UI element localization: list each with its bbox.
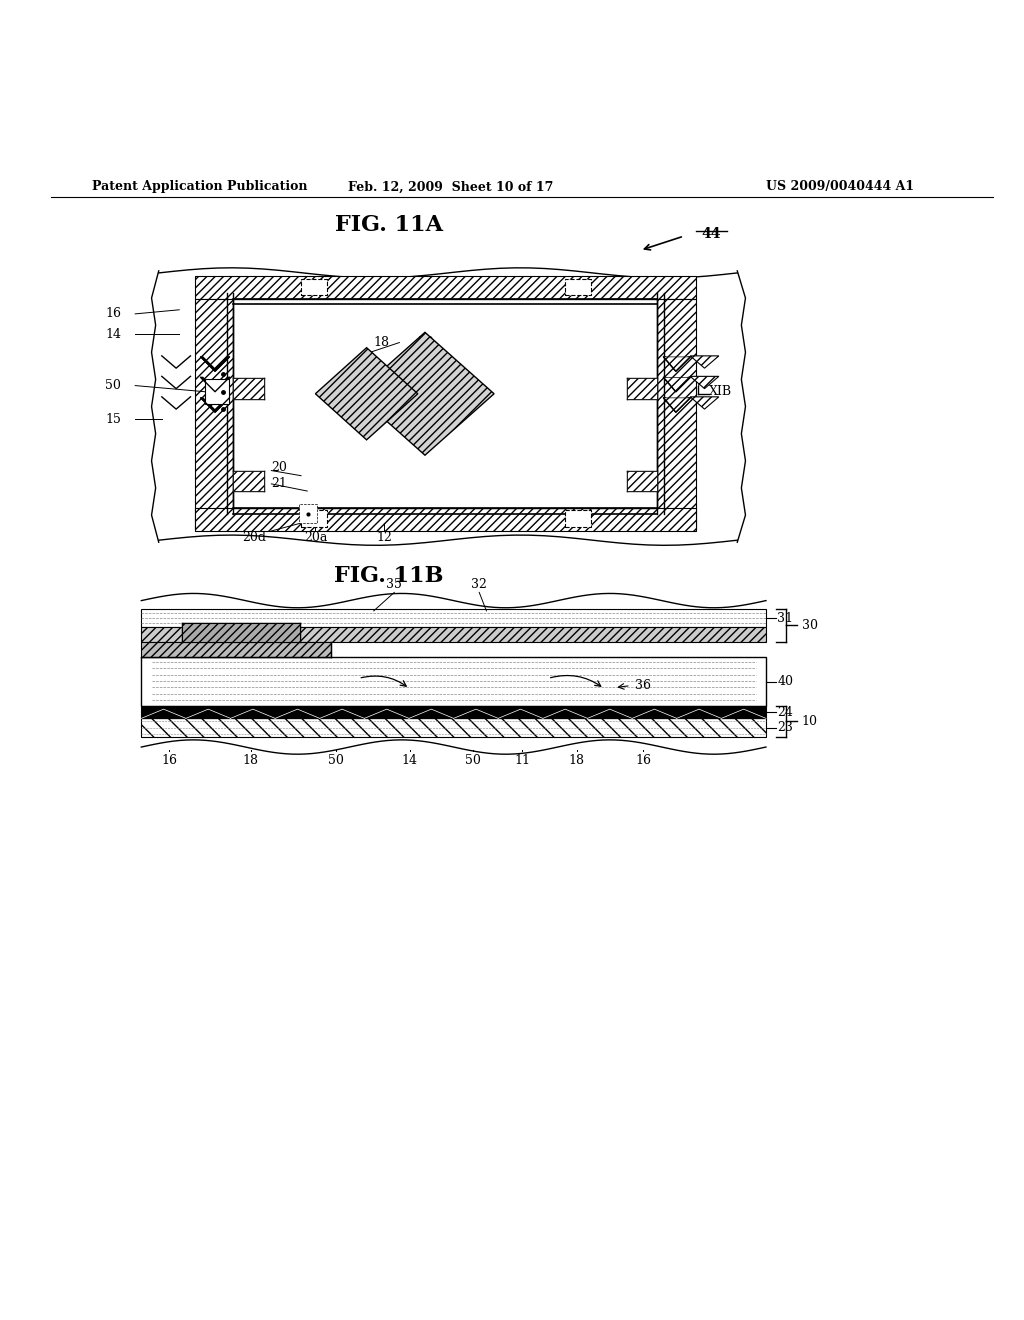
Bar bbox=[195, 298, 233, 529]
Polygon shape bbox=[201, 397, 229, 412]
Bar bbox=[195, 508, 696, 531]
Bar bbox=[299, 504, 317, 523]
Bar bbox=[233, 379, 264, 399]
Polygon shape bbox=[275, 709, 319, 718]
Text: 20a: 20a bbox=[304, 531, 327, 544]
Bar bbox=[141, 609, 766, 627]
Text: XIB: XIB bbox=[709, 385, 732, 399]
Text: 18: 18 bbox=[568, 755, 585, 767]
Text: 16: 16 bbox=[635, 755, 651, 767]
Bar bbox=[627, 379, 657, 399]
Polygon shape bbox=[664, 356, 690, 371]
Polygon shape bbox=[664, 397, 690, 412]
Bar bbox=[141, 718, 766, 737]
Text: 36: 36 bbox=[635, 678, 651, 692]
Text: 18: 18 bbox=[243, 755, 259, 767]
Text: Patent Application Publication: Patent Application Publication bbox=[92, 181, 307, 194]
Polygon shape bbox=[230, 709, 275, 718]
Bar bbox=[565, 511, 591, 527]
Polygon shape bbox=[690, 397, 719, 409]
Text: 32: 32 bbox=[471, 578, 487, 591]
Bar bbox=[301, 279, 327, 296]
Polygon shape bbox=[664, 378, 690, 392]
Bar bbox=[182, 623, 300, 642]
Text: 10: 10 bbox=[802, 715, 818, 727]
Polygon shape bbox=[499, 709, 543, 718]
Polygon shape bbox=[588, 709, 632, 718]
Text: FIG. 11B: FIG. 11B bbox=[335, 565, 443, 587]
Text: 40: 40 bbox=[777, 675, 794, 688]
Bar bbox=[627, 470, 657, 491]
Text: 35: 35 bbox=[386, 578, 402, 591]
Text: 20: 20 bbox=[271, 461, 288, 474]
Text: 44: 44 bbox=[701, 227, 721, 242]
Polygon shape bbox=[141, 709, 186, 718]
Text: 16: 16 bbox=[105, 308, 122, 321]
Bar bbox=[233, 470, 264, 491]
Polygon shape bbox=[409, 709, 454, 718]
Polygon shape bbox=[315, 347, 418, 440]
Polygon shape bbox=[632, 709, 677, 718]
Text: 11: 11 bbox=[514, 755, 530, 767]
Bar bbox=[565, 279, 591, 296]
Polygon shape bbox=[201, 378, 229, 392]
Text: US 2009/0040444 A1: US 2009/0040444 A1 bbox=[766, 181, 913, 194]
Bar bbox=[141, 706, 766, 718]
Text: 20d: 20d bbox=[242, 531, 266, 544]
Text: 16: 16 bbox=[161, 755, 177, 767]
Text: FIG. 11A: FIG. 11A bbox=[335, 214, 443, 236]
Bar bbox=[141, 657, 766, 706]
Polygon shape bbox=[543, 709, 588, 718]
Polygon shape bbox=[690, 376, 719, 388]
Bar bbox=[301, 511, 327, 527]
Polygon shape bbox=[365, 709, 409, 718]
Text: 31: 31 bbox=[777, 611, 794, 624]
Text: 14: 14 bbox=[401, 755, 418, 767]
Polygon shape bbox=[454, 709, 499, 718]
Bar bbox=[195, 276, 696, 298]
Polygon shape bbox=[186, 709, 230, 718]
Text: Feb. 12, 2009  Sheet 10 of 17: Feb. 12, 2009 Sheet 10 of 17 bbox=[348, 181, 553, 194]
Bar bbox=[141, 642, 331, 657]
Text: 50: 50 bbox=[328, 755, 344, 767]
Text: 50: 50 bbox=[105, 379, 122, 392]
Polygon shape bbox=[356, 333, 494, 455]
Polygon shape bbox=[721, 709, 766, 718]
Polygon shape bbox=[319, 709, 365, 718]
Bar bbox=[205, 379, 229, 404]
Polygon shape bbox=[664, 356, 690, 371]
Text: 12: 12 bbox=[376, 531, 392, 544]
Polygon shape bbox=[677, 709, 721, 718]
Text: 52: 52 bbox=[418, 337, 433, 348]
Text: 14: 14 bbox=[105, 327, 122, 341]
Polygon shape bbox=[664, 397, 690, 412]
Bar bbox=[657, 298, 696, 529]
Polygon shape bbox=[664, 378, 690, 392]
Bar bbox=[141, 627, 766, 642]
Text: 15: 15 bbox=[105, 413, 122, 426]
Text: 21: 21 bbox=[271, 478, 288, 490]
Polygon shape bbox=[690, 356, 719, 368]
Text: 24: 24 bbox=[777, 706, 794, 718]
Text: 50: 50 bbox=[465, 755, 481, 767]
Polygon shape bbox=[201, 356, 229, 371]
Text: 18: 18 bbox=[374, 337, 390, 348]
Text: 30: 30 bbox=[802, 619, 818, 632]
Text: XIB: XIB bbox=[410, 412, 430, 422]
Bar bbox=[233, 298, 657, 508]
Text: 23: 23 bbox=[777, 721, 794, 734]
